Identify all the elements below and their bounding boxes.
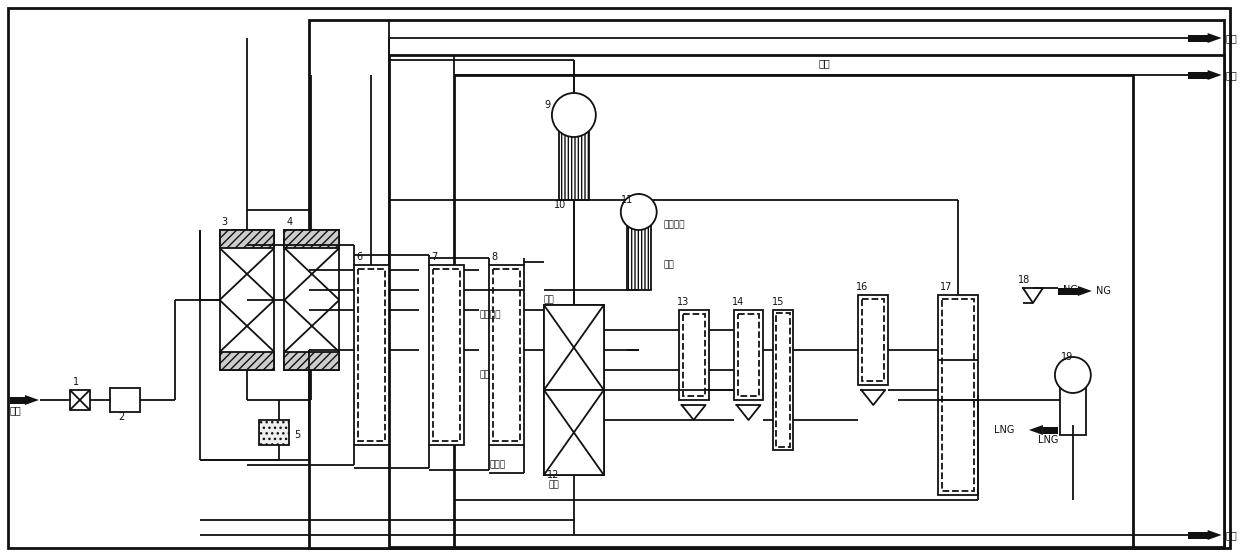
Bar xyxy=(678,310,708,400)
Bar xyxy=(219,230,274,370)
Text: LNG: LNG xyxy=(994,425,1014,435)
Bar xyxy=(942,299,975,491)
Bar xyxy=(1058,288,1078,295)
Bar xyxy=(1188,532,1208,539)
Text: 富氧气流: 富氧气流 xyxy=(663,220,686,229)
Circle shape xyxy=(552,93,596,137)
Text: 2: 2 xyxy=(118,412,124,422)
Polygon shape xyxy=(1208,33,1221,43)
Bar xyxy=(310,20,1224,548)
Text: 14: 14 xyxy=(732,297,744,307)
Text: 15: 15 xyxy=(771,297,784,307)
Bar xyxy=(219,352,274,370)
Bar xyxy=(110,388,140,412)
Text: 气相: 气相 xyxy=(818,58,830,68)
Text: 3: 3 xyxy=(222,217,228,227)
Bar xyxy=(494,269,520,441)
Text: 10: 10 xyxy=(554,200,567,210)
Bar xyxy=(559,130,589,200)
Polygon shape xyxy=(1208,530,1221,540)
Bar xyxy=(734,310,764,400)
Bar xyxy=(544,305,604,390)
Bar xyxy=(284,230,340,370)
Text: NG: NG xyxy=(1096,286,1111,296)
Text: 污氮: 污氮 xyxy=(663,260,675,269)
Bar xyxy=(738,314,759,396)
Text: 合氮气流: 合氮气流 xyxy=(479,310,501,319)
Text: 空气: 空气 xyxy=(10,405,22,415)
Bar xyxy=(858,295,888,385)
Text: 液氧: 液氧 xyxy=(1225,70,1238,80)
Bar xyxy=(1188,35,1208,42)
Text: 4: 4 xyxy=(286,217,293,227)
Text: 12: 12 xyxy=(547,470,559,480)
Text: 氧气: 氧气 xyxy=(1225,33,1238,43)
Bar xyxy=(259,420,289,445)
Bar xyxy=(1043,427,1058,434)
Bar xyxy=(544,305,604,475)
Bar xyxy=(939,295,978,495)
Text: NG: NG xyxy=(1063,285,1078,295)
Bar xyxy=(284,230,340,248)
Bar xyxy=(862,299,884,381)
Bar xyxy=(219,230,274,248)
Text: 7: 7 xyxy=(432,252,438,262)
Text: LNG: LNG xyxy=(1038,435,1058,445)
Bar xyxy=(389,55,1224,547)
Polygon shape xyxy=(1208,70,1221,80)
Text: 液氮: 液氮 xyxy=(1225,530,1238,540)
Bar xyxy=(626,225,651,290)
Text: 6: 6 xyxy=(356,252,362,262)
Bar xyxy=(1060,385,1086,435)
Bar xyxy=(489,265,525,445)
Bar xyxy=(429,265,464,445)
Bar xyxy=(544,390,604,475)
Bar xyxy=(1188,72,1208,79)
Text: 预冷器: 预冷器 xyxy=(489,460,505,469)
Circle shape xyxy=(621,194,657,230)
Bar xyxy=(10,397,25,404)
Text: 17: 17 xyxy=(940,282,952,292)
Text: 5: 5 xyxy=(294,430,300,440)
Polygon shape xyxy=(1029,425,1043,435)
Text: 污氮: 污氮 xyxy=(544,295,554,304)
Bar xyxy=(454,75,1133,547)
Text: 11: 11 xyxy=(621,195,634,205)
Bar xyxy=(69,390,89,410)
Bar xyxy=(355,265,389,445)
Text: 1: 1 xyxy=(73,377,79,387)
Circle shape xyxy=(1055,357,1091,393)
Polygon shape xyxy=(1078,286,1092,296)
Text: 污氮: 污氮 xyxy=(479,370,490,379)
Text: 13: 13 xyxy=(677,297,689,307)
Text: 9: 9 xyxy=(544,100,551,110)
Bar xyxy=(683,314,704,396)
Text: 8: 8 xyxy=(491,252,497,262)
Text: 19: 19 xyxy=(1061,352,1073,362)
Bar xyxy=(284,352,340,370)
Bar xyxy=(776,313,790,447)
Bar xyxy=(774,310,794,450)
Bar xyxy=(358,269,386,441)
Text: 液氧: 液氧 xyxy=(549,480,559,489)
Text: 16: 16 xyxy=(857,282,868,292)
Text: 18: 18 xyxy=(1018,275,1030,285)
Bar xyxy=(433,269,460,441)
Polygon shape xyxy=(25,395,38,405)
